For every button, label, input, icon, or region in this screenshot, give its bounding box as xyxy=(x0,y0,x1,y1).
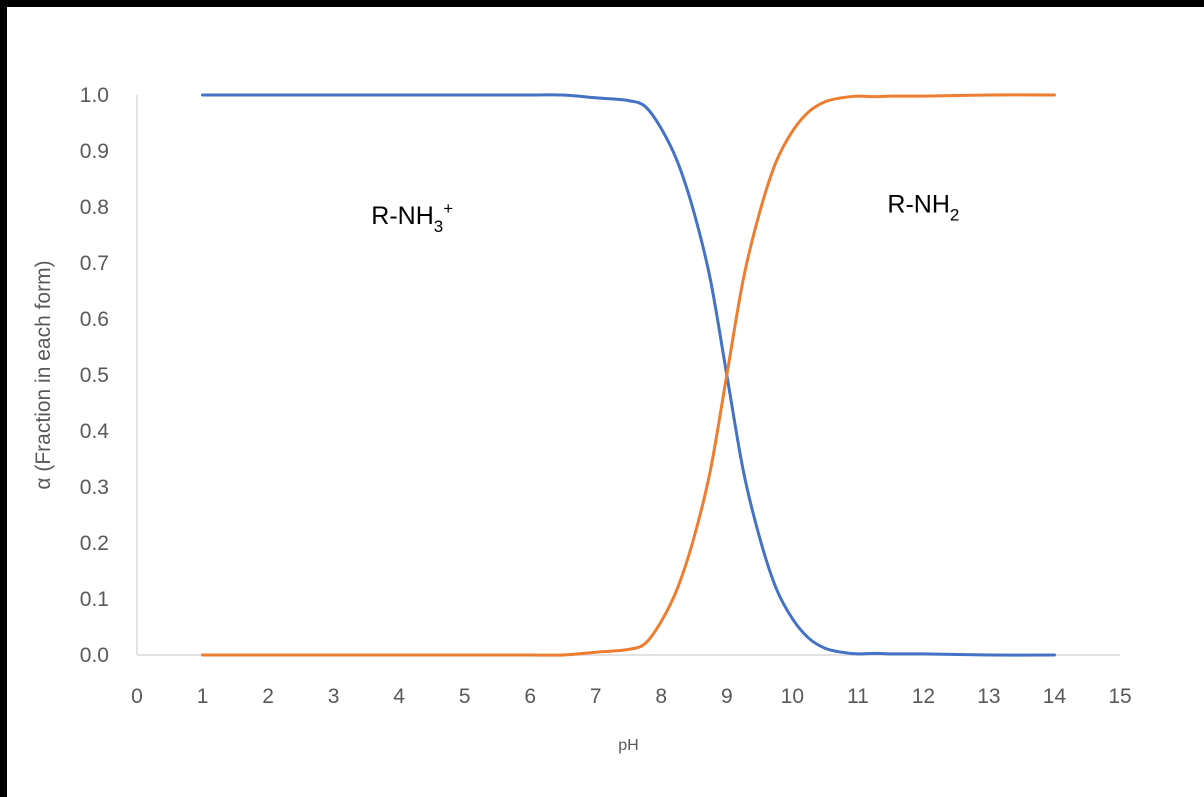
series-line-2 xyxy=(201,93,1056,657)
y-tick-label: 1.0 xyxy=(80,84,109,107)
x-tick-label: 15 xyxy=(1108,685,1131,708)
y-tick-label: 0.6 xyxy=(80,308,109,331)
x-tick-label: 8 xyxy=(655,685,667,708)
x-tick-label: 13 xyxy=(977,685,1000,708)
annotations: R-NH3+ R-NH2 xyxy=(371,191,959,236)
x-tick-label: 3 xyxy=(328,685,340,708)
x-tick-label: 9 xyxy=(721,685,733,708)
y-tick-label: 0.5 xyxy=(80,364,109,387)
y-tick-label: 0.8 xyxy=(80,196,109,219)
x-tick-label: 14 xyxy=(1043,685,1067,708)
x-tick-label: 7 xyxy=(590,685,602,708)
y-tick-label: 0.0 xyxy=(80,644,109,667)
y-tick-label: 0.2 xyxy=(80,532,109,555)
x-tick-label: 1 xyxy=(197,685,209,708)
y-tick-label: 0.7 xyxy=(80,252,109,275)
x-tick-label: 5 xyxy=(459,685,471,708)
axes xyxy=(136,95,1120,656)
y-tick-label: 0.3 xyxy=(80,476,109,499)
x-tick-label: 12 xyxy=(912,685,935,708)
y-axis-title: α (Fraction in each form) xyxy=(32,260,55,489)
x-tick-label: 11 xyxy=(847,685,869,708)
x-tick-label: 0 xyxy=(131,685,143,708)
x-tick-label: 4 xyxy=(393,685,405,708)
x-tick-label: 2 xyxy=(262,685,274,708)
x-tick-labels: 0 1 2 3 4 5 6 7 8 9 10 11 12 13 14 15 xyxy=(131,685,1132,708)
y-tick-label: 0.4 xyxy=(80,420,110,443)
annotation-label: R-NH2 xyxy=(887,191,959,225)
y-tick-label: 0.9 xyxy=(80,140,109,163)
x-axis-title: pH xyxy=(618,737,638,754)
x-tick-label: 6 xyxy=(524,685,536,708)
y-tick-label: 0.1 xyxy=(80,588,109,611)
x-tick-label: 10 xyxy=(781,685,804,708)
series-line-1 xyxy=(201,93,1056,657)
annotation-label: R-NH3+ xyxy=(371,199,453,236)
y-tick-labels: 0.0 0.1 0.2 0.3 0.4 0.5 0.6 0.7 0.8 0.9 1.0 xyxy=(80,84,110,667)
series-lines xyxy=(201,93,1056,657)
